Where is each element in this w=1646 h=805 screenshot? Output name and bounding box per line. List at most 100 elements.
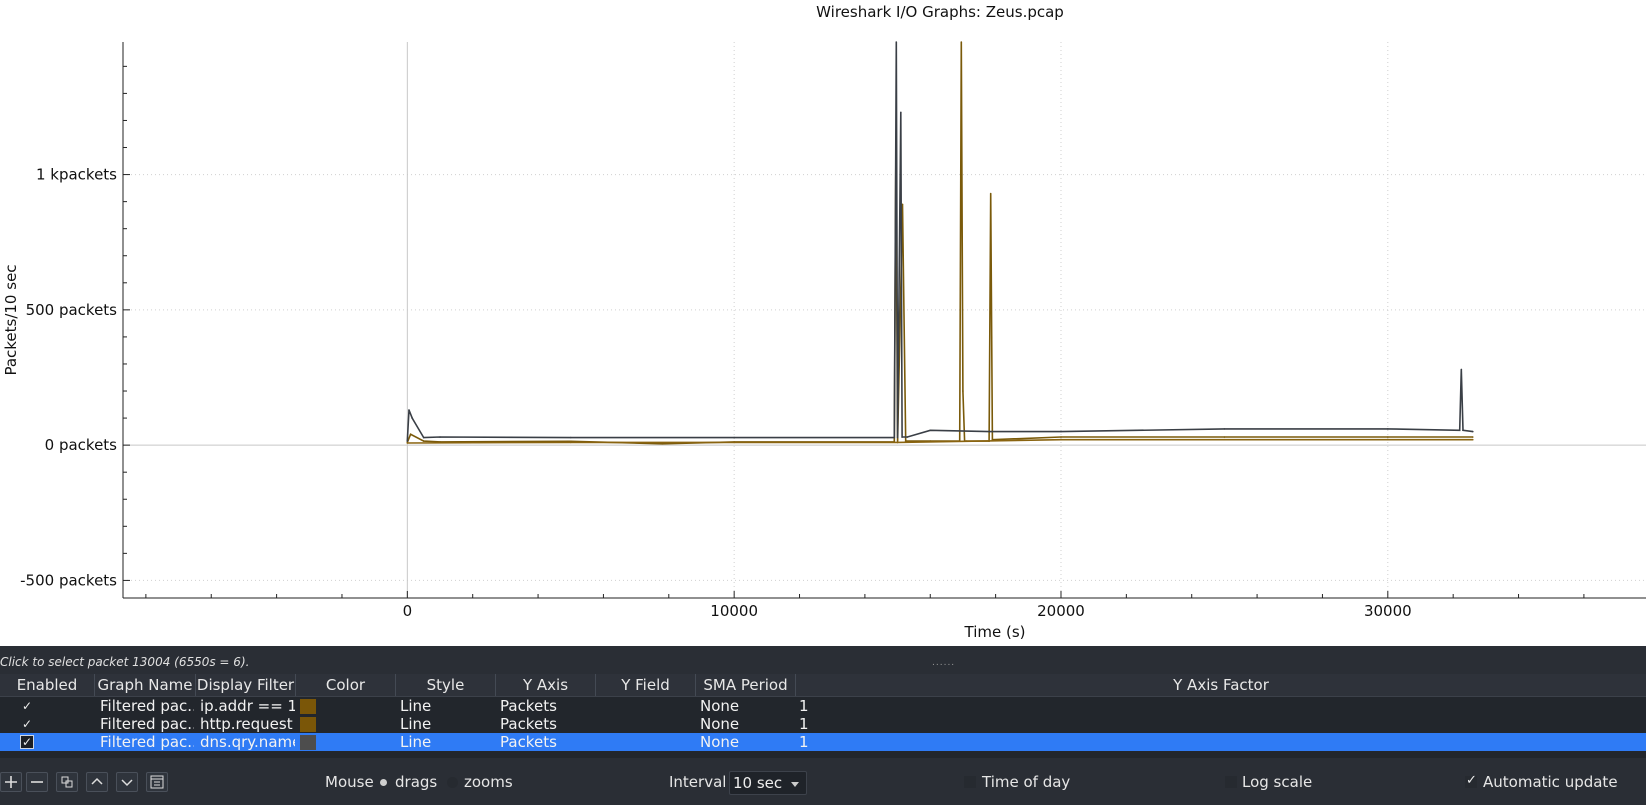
series-line-ip-addr [406,41,1473,445]
data-point [901,203,904,206]
y-axis-factor-cell[interactable]: 1 [799,697,809,715]
chart-title: Wireshark I/O Graphs: Zeus.pcap [816,3,1064,21]
y-field-cell[interactable] [600,733,690,751]
header-y-axis-factor[interactable]: Y Axis Factor [1173,676,1269,694]
data-point [569,441,572,444]
header-display-filter[interactable]: Display Filter [196,674,296,696]
display-filter-cell[interactable]: http.request [200,715,293,733]
style-cell[interactable]: Line [400,733,432,751]
add-icon [5,776,17,788]
header-y-field[interactable]: Y Field [596,674,696,696]
graph-name-cell[interactable]: Filtered pac... [100,697,194,715]
header-style[interactable]: Style [396,674,496,696]
data-point [1060,438,1062,441]
header-y-axis[interactable]: Y Axis [496,674,596,696]
enabled-checkbox[interactable]: ✓ [21,699,33,713]
graph-table[interactable]: Enabled Graph Name Display Filter Color … [0,674,1646,758]
y-tick-label: 500 packets [26,301,118,319]
plot-svg[interactable]: -500 packets 0 packets 500 packets 1 kpacke… [0,0,1646,646]
automatic-update-label[interactable]: Automatic update [1483,773,1618,791]
time-of-day-label[interactable]: Time of day [982,773,1071,791]
log-scale-label[interactable]: Log scale [1242,773,1313,791]
data-point [962,390,964,392]
header-color[interactable]: Color [296,674,396,696]
mouse-label: Mouse [325,773,374,791]
enabled-checkbox[interactable]: ✓ [20,735,34,749]
move-up-button[interactable] [86,772,108,792]
y-axis-cell[interactable]: Packets [500,715,557,733]
y-field-cell[interactable] [600,697,690,715]
y-axis-cell[interactable]: Packets [500,733,557,751]
data-point [988,430,990,433]
sma-period-cell[interactable]: None [700,697,740,715]
log-scale-checkbox[interactable] [1225,776,1237,788]
zooms-radio[interactable] [447,777,458,788]
chevron-down-icon [791,782,799,787]
x-tick-label: 10000 [710,602,758,620]
color-swatch[interactable] [300,717,316,732]
automatic-update-checkbox[interactable] [1465,773,1477,788]
y-axis-factor-cell[interactable]: 1 [799,733,809,751]
data-point [906,436,909,438]
interval-label: Interval [669,773,727,791]
table-row[interactable]: ✓ Filtered pac... ip.addr == 1... Line P… [0,697,1646,715]
style-cell[interactable]: Line [400,697,432,715]
data-point [1387,428,1389,430]
data-point [1458,429,1461,432]
zooms-label[interactable]: zooms [464,773,513,791]
data-point [411,417,414,419]
splitter-handle[interactable]: ...... [932,658,956,668]
add-graph-button[interactable] [0,772,22,792]
y-tick-label: 1 kpackets [36,166,117,184]
data-point [893,436,896,439]
data-point [1387,436,1389,438]
y-tick-label: -500 packets [20,571,117,589]
header-sma-period[interactable]: SMA Period [696,674,796,696]
data-point [901,436,903,438]
io-graph-plot[interactable]: -500 packets 0 packets 500 packets 1 kpacke… [0,0,1646,646]
y-axis-cell[interactable]: Packets [500,697,557,715]
header-graph-name[interactable]: Graph Name [95,674,196,696]
interval-select[interactable]: 10 sec [729,771,807,795]
y-field-cell[interactable] [600,715,690,733]
data-point [408,409,410,411]
data-point [900,111,902,114]
display-filter-cell[interactable]: ip.addr == 1... [200,697,295,715]
table-row[interactable]: ✓ Filtered pac... http.request Line Pack… [0,715,1646,733]
style-cell[interactable]: Line [400,715,432,733]
table-row-selected[interactable]: ✓ Filtered pac... dns.qry.name Line Pack… [0,733,1646,751]
data-point [569,436,572,439]
series-line-http-request [407,438,1473,444]
sma-period-cell[interactable]: None [700,715,740,733]
color-swatch[interactable] [300,735,316,750]
header-enabled[interactable]: Enabled [0,674,95,696]
remove-graph-button[interactable] [26,772,48,792]
data-point [1060,436,1062,438]
copy-graph-button[interactable] [56,772,78,792]
sma-period-cell[interactable]: None [700,733,740,751]
x-tick-label: 20000 [1037,602,1085,620]
data-point [960,41,963,43]
data-point [1460,368,1463,371]
graph-name-cell[interactable]: Filtered pac... [100,733,194,751]
drags-label[interactable]: drags [395,773,438,791]
drags-radio[interactable] [380,779,387,786]
move-down-button[interactable] [116,772,138,792]
clear-graphs-button[interactable] [146,772,168,792]
data-point [1223,436,1226,438]
y-axis-factor-cell[interactable]: 1 [799,715,809,733]
move-down-icon [121,779,133,787]
time-of-day-checkbox[interactable] [964,776,976,788]
enabled-checkbox[interactable]: ✓ [21,717,33,731]
display-filter-cell[interactable]: dns.qry.name [200,733,295,751]
x-tick-label: 0 [403,602,413,620]
graph-name-cell[interactable]: Filtered pac... [100,715,194,733]
data-point [1387,438,1389,441]
y-tick-label: 0 packets [45,436,118,454]
data-point [929,429,932,432]
data-point [661,442,664,445]
color-swatch[interactable] [300,699,316,714]
data-point [439,436,441,438]
data-point [895,41,898,43]
copy-icon [61,776,73,788]
